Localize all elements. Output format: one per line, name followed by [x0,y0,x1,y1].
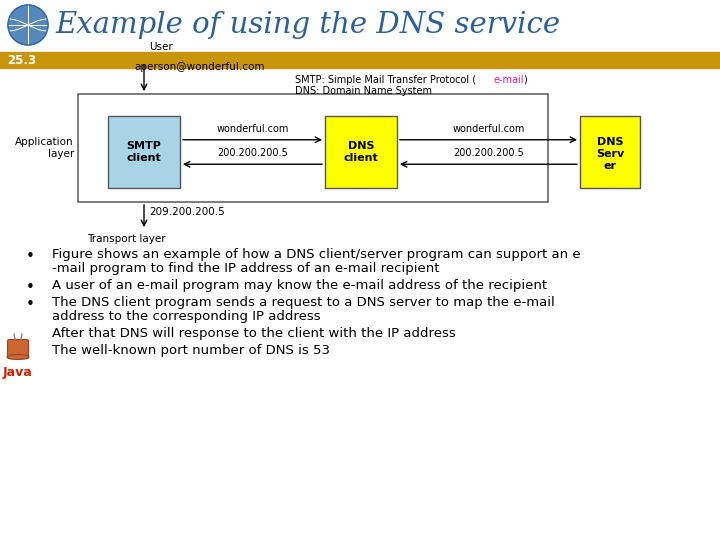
Text: The well-known port number of DNS is 53: The well-known port number of DNS is 53 [52,344,330,357]
Text: aperson@wonderful.com: aperson@wonderful.com [134,62,264,72]
Text: Application
layer: Application layer [15,137,74,159]
Text: 25.3: 25.3 [7,53,36,66]
Text: -mail program to find the IP address of an e-mail recipient: -mail program to find the IP address of … [52,262,439,275]
Text: DNS
client: DNS client [343,141,379,163]
Bar [0,0,720,50]
Bar [108,116,180,188]
Text: Transport layer: Transport layer [86,234,166,244]
Text: 200.200.200.5: 200.200.200.5 [453,148,524,158]
Bar [78,94,548,202]
Bar [0,52,720,68]
Text: User: User [149,42,173,52]
Text: Serv: Serv [596,149,624,159]
Text: ): ) [523,75,527,85]
Bar [580,116,640,188]
Text: DNS: Domain Name System: DNS: Domain Name System [295,86,432,96]
Text: wonderful.com: wonderful.com [452,124,525,134]
Text: wonderful.com: wonderful.com [216,124,289,134]
Text: DNS: DNS [597,137,624,147]
Circle shape [8,5,48,45]
Ellipse shape [7,354,29,360]
FancyBboxPatch shape [7,340,29,359]
Text: SMTP
client: SMTP client [127,141,161,163]
Text: Example of using the DNS service: Example of using the DNS service [55,11,560,39]
Text: e-mail: e-mail [493,75,523,85]
Text: SMTP: Simple Mail Transfer Protocol (: SMTP: Simple Mail Transfer Protocol ( [295,75,476,85]
Text: •: • [26,280,35,295]
Text: address to the corresponding IP address: address to the corresponding IP address [52,310,320,323]
Text: •: • [26,297,35,312]
Text: Java: Java [3,366,33,379]
Bar [325,116,397,188]
Text: A user of an e-mail program may know the e-mail address of the recipient: A user of an e-mail program may know the… [52,279,547,292]
Text: Figure shows an example of how a DNS client/server program can support an e: Figure shows an example of how a DNS cli… [52,248,580,261]
Text: After that DNS will response to the client with the IP address: After that DNS will response to the clie… [52,327,456,340]
Text: er: er [603,161,616,171]
Text: 209.200.200.5: 209.200.200.5 [149,207,225,217]
Text: 200.200.200.5: 200.200.200.5 [217,148,288,158]
Text: The DNS client program sends a request to a DNS server to map the e-mail: The DNS client program sends a request t… [52,296,554,309]
Text: •: • [26,249,35,264]
